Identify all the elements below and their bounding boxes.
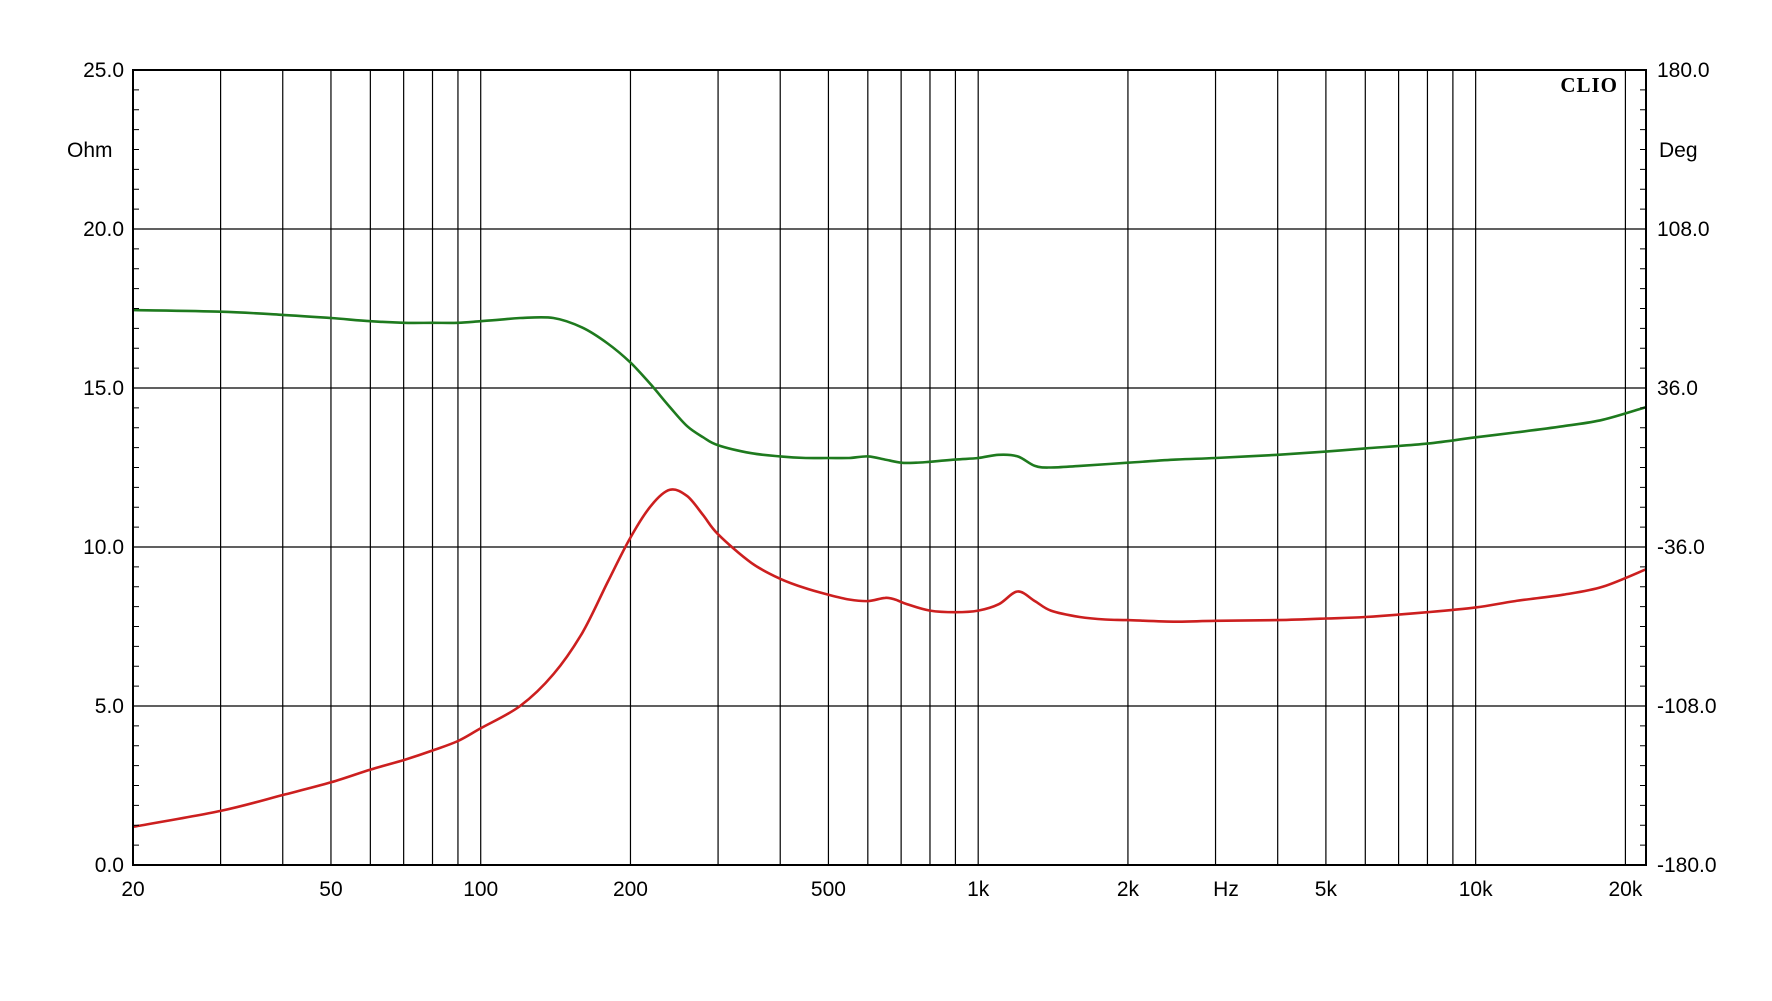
left-axis-unit: Ohm: [67, 139, 113, 162]
y-right-tick-label: -36.0: [1657, 536, 1705, 559]
labels: CLIO Ohm Deg Hz 0.0 -180.0 5.0 -108.0 10.0 -3…: [67, 59, 1717, 901]
y-right-tick-label: 36.0: [1657, 377, 1698, 400]
series-line-1: [132, 488, 1647, 829]
x-tick-label: 100: [463, 878, 498, 901]
right-axis-unit: Deg: [1659, 139, 1698, 162]
x-axis-unit: Hz: [1213, 878, 1239, 901]
x-tick-label: 1k: [967, 878, 990, 901]
y-left-tick-label: 10.0: [83, 536, 124, 559]
grid: [133, 69, 1646, 866]
series-layer: [132, 308, 1647, 829]
x-tick-label: 20: [121, 878, 144, 901]
series-line-2: [132, 308, 1647, 469]
x-tick-label: 200: [613, 878, 648, 901]
y-left-tick-label: 15.0: [83, 377, 124, 400]
x-tick-label: 5k: [1315, 878, 1338, 901]
x-tick-label: 50: [319, 878, 342, 901]
x-tick-label: 10k: [1459, 878, 1493, 901]
y-right-tick-label: 180.0: [1657, 59, 1710, 82]
y-left-tick-label: 0.0: [95, 854, 124, 877]
y-left-tick-label: 25.0: [83, 59, 124, 82]
brand-logo: CLIO: [1560, 73, 1618, 97]
x-tick-label: 500: [811, 878, 846, 901]
y-right-tick-label: -180.0: [1657, 854, 1717, 877]
y-right-tick-label: 108.0: [1657, 218, 1710, 241]
y-left-tick-label: 20.0: [83, 218, 124, 241]
axis-ticks: [133, 89, 1646, 846]
x-tick-label: 2k: [1117, 878, 1140, 901]
y-right-tick-label: -108.0: [1657, 695, 1717, 718]
x-tick-label: 20k: [1608, 878, 1642, 901]
y-left-tick-label: 5.0: [95, 695, 124, 718]
